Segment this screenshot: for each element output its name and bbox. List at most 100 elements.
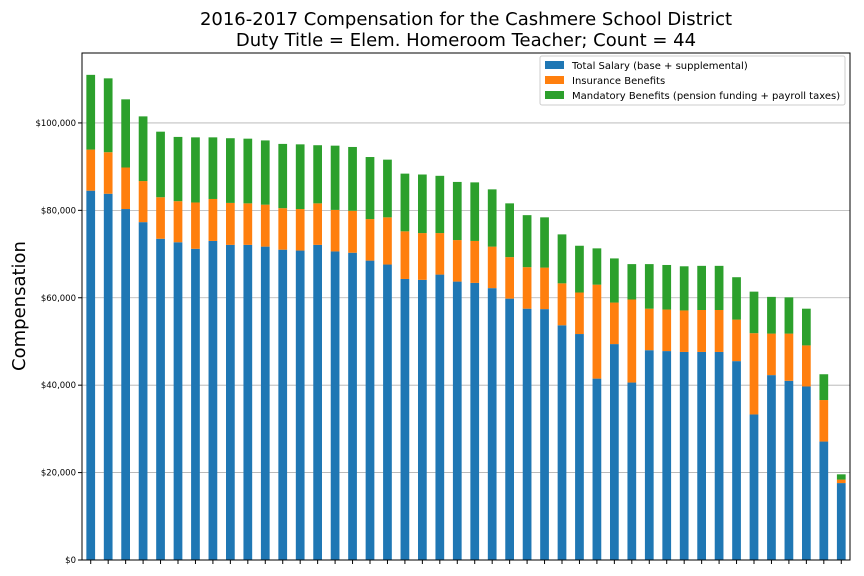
bar-segment-mandatory xyxy=(330,145,340,210)
bar-segment-mandatory xyxy=(505,203,514,258)
legend-box xyxy=(539,55,846,106)
bar-segment-salary xyxy=(138,222,148,560)
bar-segment-mandatory xyxy=(260,140,270,205)
bar-segment-mandatory xyxy=(714,265,724,310)
bar-segment-salary xyxy=(191,248,200,561)
plot-frame xyxy=(81,52,851,561)
bar-segment-mandatory xyxy=(784,297,794,334)
bar-segment-insurance xyxy=(767,333,776,376)
bar-segment-insurance xyxy=(610,302,619,345)
bar-segment-insurance xyxy=(313,203,322,245)
bar-segment-salary xyxy=(819,441,829,560)
bar-segment-salary xyxy=(470,282,480,560)
bar-segment-mandatory xyxy=(749,291,759,334)
bar-segment-insurance xyxy=(505,257,514,299)
bar-segment-salary xyxy=(697,351,706,560)
bar-segment-salary xyxy=(732,361,741,560)
chart-title-line-2: Duty Title = Elem. Homeroom Teacher; Cou… xyxy=(236,30,696,51)
bar-segment-mandatory xyxy=(208,137,218,199)
bar-segment-mandatory xyxy=(383,159,392,218)
y-tick-label: $80,000 xyxy=(41,206,76,216)
bar-segment-insurance xyxy=(487,246,497,289)
bar-segment-insurance xyxy=(697,309,706,352)
legend-swatch-mandatory xyxy=(545,91,564,99)
bar-segment-mandatory xyxy=(836,474,846,480)
bar-segment-insurance xyxy=(662,309,672,352)
bar-segment-salary xyxy=(714,351,724,560)
bar-segment-mandatory xyxy=(610,258,619,303)
bar-segment-mandatory xyxy=(679,266,689,311)
bar-segment-salary xyxy=(522,308,532,560)
bar-segment-mandatory xyxy=(103,78,113,153)
bar-segment-insurance xyxy=(191,202,200,249)
bar-segment-insurance xyxy=(714,309,724,352)
bar-segment-salary xyxy=(156,238,165,560)
bar-segment-insurance xyxy=(383,217,392,265)
bar-segment-salary xyxy=(226,244,235,560)
legend-label-mandatory: Mandatory Benefits (pension funding + pa… xyxy=(572,91,840,102)
bar-segment-insurance xyxy=(749,333,759,415)
bar-segment-mandatory xyxy=(313,145,322,204)
bar-segment-salary xyxy=(208,240,218,561)
bar-segment-insurance xyxy=(557,283,567,326)
bar-segment-salary xyxy=(592,378,602,560)
bar-segment-salary xyxy=(784,380,794,560)
legend-label-salary: Total Salary (base + supplemental) xyxy=(571,61,748,72)
bar-segment-salary xyxy=(610,344,619,560)
bar-segment-salary xyxy=(173,242,183,560)
bar-segment-salary xyxy=(644,350,654,560)
bar-segment-mandatory xyxy=(191,137,200,203)
bar-segment-mandatory xyxy=(627,264,637,300)
bar-segment-mandatory xyxy=(732,277,741,320)
legend-swatch-salary xyxy=(545,61,564,69)
bar-segment-insurance xyxy=(208,198,218,241)
bar-segment-mandatory xyxy=(173,136,183,202)
bar-segment-mandatory xyxy=(86,74,96,150)
bar-segment-mandatory xyxy=(522,215,532,268)
bar-segment-mandatory xyxy=(278,143,288,209)
legend: Total Salary (base + supplemental) Insur… xyxy=(539,55,846,106)
bar-segment-insurance xyxy=(295,209,305,251)
bars xyxy=(86,74,846,561)
bar-segment-insurance xyxy=(592,284,602,379)
bar-segment-insurance xyxy=(522,267,532,309)
bar-segment-insurance xyxy=(330,209,340,252)
bar-segment-insurance xyxy=(679,310,689,352)
bar-segment-salary xyxy=(836,483,846,560)
bar-segment-insurance xyxy=(784,333,794,381)
bar-segment-mandatory xyxy=(435,175,445,234)
bar-segment-salary xyxy=(435,274,445,560)
bar-segment-salary xyxy=(557,325,567,560)
bar-segment-salary xyxy=(365,260,375,560)
y-tick-label: $100,000 xyxy=(35,119,76,129)
bar-segment-mandatory xyxy=(418,174,427,234)
bar-segment-insurance xyxy=(103,152,113,194)
y-tick-label: $40,000 xyxy=(41,381,76,391)
bar-segment-salary xyxy=(540,309,549,560)
bar-segment-salary xyxy=(278,249,288,560)
bar-segment-insurance xyxy=(121,167,130,210)
bar-segment-mandatory xyxy=(295,144,305,210)
bar-segment-salary xyxy=(505,298,514,560)
legend-label-insurance: Insurance Benefits xyxy=(572,76,665,87)
bar-segment-mandatory xyxy=(365,157,375,220)
bar-segment-mandatory xyxy=(156,131,165,198)
bar-segment-insurance xyxy=(278,208,288,250)
bar-segment-insurance xyxy=(243,203,253,245)
bar-segment-mandatory xyxy=(226,138,235,203)
bar-segment-salary xyxy=(243,244,253,560)
bar-segment-insurance xyxy=(348,210,357,253)
bar-segment-mandatory xyxy=(400,173,410,232)
bar-segment-insurance xyxy=(575,292,584,335)
bar-segment-salary xyxy=(348,252,357,560)
bar-segment-insurance xyxy=(819,400,829,442)
bar-segment-salary xyxy=(260,246,270,560)
bar-segment-mandatory xyxy=(121,99,130,168)
bar-segment-mandatory xyxy=(697,265,706,310)
bar-segment-mandatory xyxy=(540,217,549,268)
bar-segment-salary xyxy=(103,193,113,560)
y-axis-label: Compensation xyxy=(9,241,30,371)
bar-segment-salary xyxy=(679,351,689,560)
bar-segment-insurance xyxy=(452,240,462,282)
